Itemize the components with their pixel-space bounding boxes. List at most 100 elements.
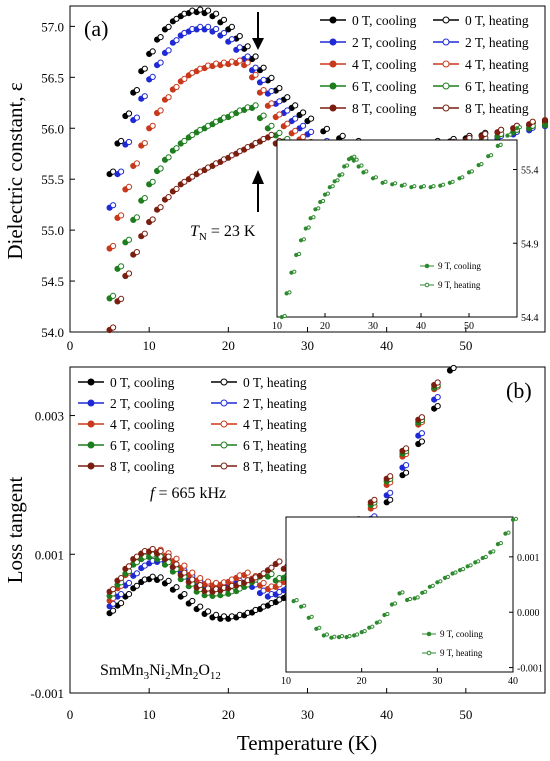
data-point-heating xyxy=(173,37,180,44)
y-tick-label: -0.001 xyxy=(30,686,64,701)
inset-point-heating xyxy=(469,169,474,174)
data-point-heating xyxy=(482,130,489,137)
panel-b-y-ticks: -0.001 0.001 0.003 xyxy=(30,409,75,701)
data-point-heating xyxy=(125,236,133,243)
data-point-heating xyxy=(141,195,148,202)
inset-point-heating xyxy=(324,632,329,637)
inset-legend-label: 9 T, heating xyxy=(440,648,483,658)
legend-marker xyxy=(329,104,337,112)
data-point-heating xyxy=(268,131,275,138)
data-point-heating xyxy=(498,126,505,133)
inset-point-heating xyxy=(408,596,413,602)
inset-point-heating xyxy=(438,579,443,584)
inset-legend-marker xyxy=(424,282,430,288)
inset-x-tick-label: 20 xyxy=(357,676,367,687)
data-point-heating xyxy=(244,53,251,60)
data-point-cooling xyxy=(541,117,549,124)
data-point-heating xyxy=(149,545,156,553)
data-point-heating xyxy=(125,183,133,190)
inset-y-tick-label: 0.001 xyxy=(517,553,540,564)
panel-b-compound-label: SmMn3Ni2Mn2O12 xyxy=(100,662,221,682)
inset-point-heating xyxy=(302,603,307,608)
data-point-heating xyxy=(173,561,180,568)
x-tick-label: 20 xyxy=(222,338,235,353)
legend-label: 4 T, cooling xyxy=(110,417,175,432)
x-tick-label: 20 xyxy=(222,707,235,722)
legend-entry: 4 T, heating xyxy=(433,57,529,72)
data-point-heating xyxy=(205,7,212,14)
data-point-heating xyxy=(181,137,188,145)
x-tick-label: 40 xyxy=(380,338,393,353)
data-point-heating xyxy=(371,496,378,503)
data-point-heating xyxy=(181,591,188,598)
inset-point-heating xyxy=(421,184,426,189)
data-point-heating xyxy=(165,577,172,585)
legend-entry: 2 T, cooling xyxy=(320,35,417,50)
frequency-value: = 665 kHz xyxy=(154,485,226,502)
legend-marker xyxy=(87,378,95,386)
panel-a-tn-annotation: TN = 23 K xyxy=(190,223,256,243)
x-tick-label: 50 xyxy=(459,338,472,353)
formula-element: Ni xyxy=(149,662,166,679)
data-point-heating xyxy=(125,563,133,570)
inset-point-heating xyxy=(483,554,488,560)
inset-point-heating xyxy=(339,634,345,639)
legend-entry: 0 T, heating xyxy=(433,13,529,28)
data-point-heating xyxy=(173,83,180,91)
legend-label: 4 T, cooling xyxy=(352,57,417,72)
data-point-heating xyxy=(197,6,204,13)
inset-series-9t xyxy=(279,125,523,320)
legend-marker xyxy=(442,82,450,90)
data-point-heating xyxy=(236,33,243,40)
data-point-heating xyxy=(252,64,259,71)
data-point-heating xyxy=(181,562,188,569)
legend-label: 4 T, heating xyxy=(243,417,307,432)
inset-x-tick-label: 30 xyxy=(368,321,378,332)
data-point-heating xyxy=(181,75,188,83)
data-point-heating xyxy=(228,36,235,43)
legend-marker xyxy=(442,16,450,24)
data-point-heating xyxy=(339,132,346,139)
formula-subscript: 3 xyxy=(144,670,150,682)
panel-a-inset-ticks: 54.4 54.9 55.4 10 20 30 40 50 xyxy=(272,166,539,333)
data-point-heating xyxy=(220,29,228,37)
inset-point-heating xyxy=(362,629,367,634)
legend-marker xyxy=(442,60,450,68)
panel-a-y-axis-label: Dielectric constant, ε xyxy=(3,82,27,260)
data-point-heating xyxy=(418,430,425,437)
inset-point-heating xyxy=(461,567,466,572)
panel-b-label: (b) xyxy=(506,378,532,403)
data-point-heating xyxy=(141,140,148,147)
inset-point-heating xyxy=(355,632,360,637)
data-point-heating xyxy=(268,100,275,107)
data-point-heating xyxy=(118,591,125,598)
inset-point-heating xyxy=(385,611,390,617)
data-point-heating xyxy=(149,216,156,223)
inset-point-heating xyxy=(508,132,513,137)
data-point-heating xyxy=(157,59,164,66)
inset-point-heating xyxy=(513,516,519,521)
legend-marker xyxy=(329,16,337,24)
legend-marker xyxy=(87,420,95,428)
inset-y-tick-label: 54.4 xyxy=(521,313,539,324)
inset-point-heating xyxy=(441,182,446,187)
data-point-heating xyxy=(276,558,283,565)
data-point-heating xyxy=(157,107,164,114)
data-point-heating xyxy=(173,555,180,562)
data-point-heating xyxy=(260,64,267,71)
data-point-heating xyxy=(189,569,196,576)
inset-point-heating xyxy=(393,181,398,186)
inset-point-heating xyxy=(364,169,369,174)
data-point-heating xyxy=(213,611,220,619)
inset-legend-marker xyxy=(426,650,432,656)
data-point-heating xyxy=(403,445,410,452)
data-point-heating xyxy=(133,87,140,94)
inset-point-heating xyxy=(332,634,337,639)
x-tick-label: 10 xyxy=(143,338,156,353)
legend-marker xyxy=(329,82,337,90)
data-point-heating xyxy=(529,118,536,125)
data-point-cooling xyxy=(541,122,549,129)
data-point-heating xyxy=(173,185,180,192)
inset-x-tick-label: 20 xyxy=(320,321,330,332)
